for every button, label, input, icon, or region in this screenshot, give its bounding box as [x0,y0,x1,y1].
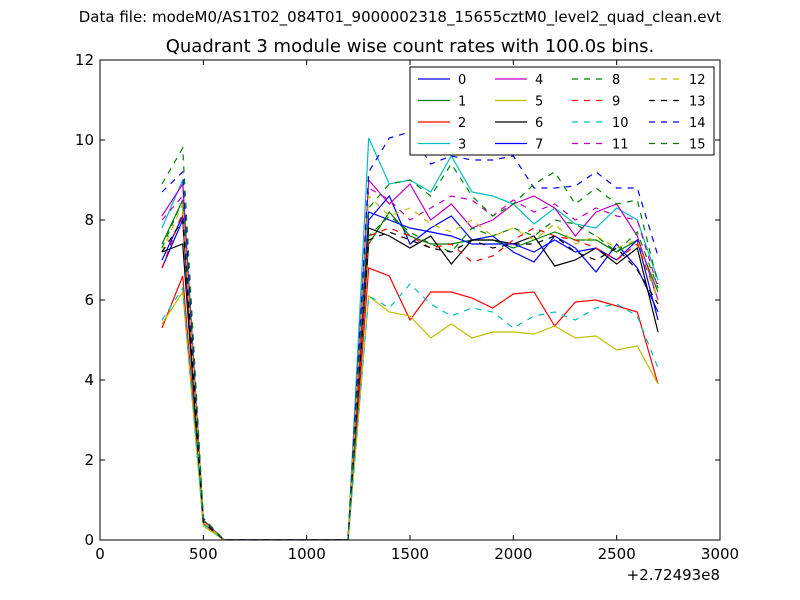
y-tick-label: 8 [84,211,94,229]
x-tick-label: 2500 [598,545,636,563]
legend-label-4: 4 [535,73,543,88]
series-line-12 [161,194,659,540]
y-tick-label: 10 [75,131,94,149]
series-layer [161,131,659,540]
x-tick-label: 1500 [391,545,429,563]
y-tick-label: 0 [84,531,94,549]
series-line-11 [161,186,659,540]
x-tick-label: 0 [95,545,105,563]
series-line-15 [161,145,659,540]
legend-label-3: 3 [458,138,466,153]
legend-label-10: 10 [612,116,629,131]
series-line-3 [161,137,659,540]
y-tick-label: 2 [84,451,94,469]
legend-label-1: 1 [458,95,466,110]
legend-label-6: 6 [535,116,543,131]
legend-label-5: 5 [535,95,543,110]
legend-label-8: 8 [612,73,620,88]
series-line-10 [161,283,659,540]
figure-suptitle: Data file: modeM0/AS1T02_084T01_90000023… [78,8,722,26]
series-line-7 [161,211,659,540]
legend-label-13: 13 [689,95,706,110]
series-line-5 [161,290,659,540]
x-tick-label: 1000 [288,545,326,563]
series-line-0 [161,194,659,540]
legend-label-15: 15 [689,138,706,153]
legend-label-11: 11 [612,138,629,153]
series-line-2 [161,267,659,540]
legend-frame [409,66,715,156]
y-tick-label: 6 [84,291,94,309]
x-tick-label: 500 [189,545,218,563]
series-line-4 [161,178,659,540]
chart-title: Quadrant 3 module wise count rates with … [165,36,655,57]
legend-label-7: 7 [535,138,543,153]
series-line-9 [161,211,659,540]
series-line-14 [161,131,659,540]
legend-label-2: 2 [458,116,466,131]
y-tick-label: 12 [75,51,94,69]
series-line-6 [161,227,659,540]
legend-label-12: 12 [689,73,706,88]
x-tick-label: 3000 [701,545,739,563]
legend-label-14: 14 [689,116,706,131]
legend-label-0: 0 [458,73,466,88]
series-line-13 [161,218,659,540]
y-tick-label: 4 [84,371,94,389]
legend-label-9: 9 [612,95,620,110]
x-offset-label: +2.72493e8 [627,566,720,584]
x-tick-label: 2000 [494,545,532,563]
